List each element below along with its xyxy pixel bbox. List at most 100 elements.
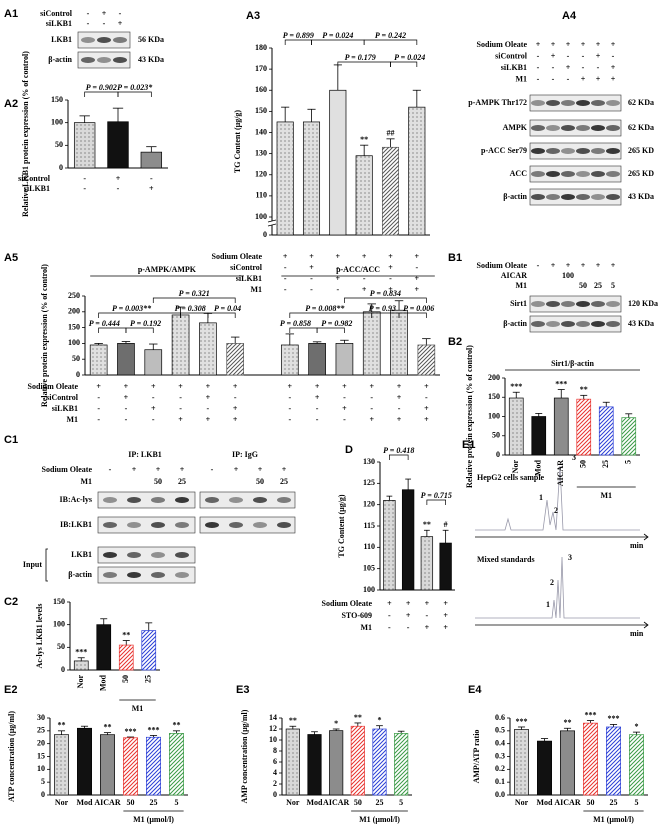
- condition-mark: +: [415, 274, 420, 283]
- bar: [394, 733, 409, 796]
- condition-mark: +: [443, 611, 448, 620]
- condition-mark: +: [388, 252, 393, 261]
- band: [606, 148, 620, 154]
- significance: ***: [148, 725, 160, 734]
- y-tick-label: 50: [492, 431, 500, 440]
- bracket: [398, 312, 427, 318]
- condition-name: siLKB1: [46, 19, 72, 28]
- y-tick-label: 0.3: [495, 751, 505, 760]
- band: [81, 57, 95, 63]
- chart-title: Sirt1/β-actin: [551, 359, 594, 368]
- condition-mark: -: [179, 404, 182, 413]
- x-tick-label: 50: [127, 798, 135, 807]
- p-value: P = 0.006: [403, 304, 434, 313]
- group-label: M1 (μmol/l): [359, 815, 400, 824]
- p-value: P = 0.024: [322, 31, 353, 40]
- y-tick-label: 200: [68, 307, 80, 316]
- p-value: P = 0.858: [280, 319, 311, 328]
- condition-name: M1: [360, 623, 372, 632]
- x-tick-label: Mod: [77, 798, 94, 807]
- band: [591, 100, 605, 106]
- band: [546, 125, 560, 131]
- group-header: p-AMPK/AMPK: [138, 265, 197, 274]
- bracket: [344, 297, 427, 303]
- bracket: [152, 297, 236, 303]
- group-header: p-ACC/ACC: [336, 265, 380, 274]
- condition-mark: +: [551, 51, 556, 60]
- band: [531, 100, 545, 106]
- condition-mark: -: [343, 393, 346, 402]
- condition-mark: -: [125, 415, 128, 424]
- bracket: [390, 61, 418, 67]
- condition-mark: 25: [178, 477, 186, 486]
- condition-mark: +: [369, 415, 374, 424]
- condition-mark: +: [156, 465, 161, 474]
- p-value: P = 0.008**: [305, 304, 345, 313]
- x-tick-label: Mod: [534, 459, 543, 476]
- bar: [54, 734, 69, 796]
- bar: [199, 322, 217, 376]
- bar: [372, 728, 387, 796]
- blot-frame: [97, 491, 196, 509]
- band: [229, 522, 243, 528]
- condition-name: Sodium Oleate: [322, 599, 373, 608]
- condition-name: M1: [80, 477, 92, 486]
- condition-mark: +: [288, 382, 293, 391]
- condition-mark: -: [363, 274, 366, 283]
- y-tick-label: 20: [37, 738, 45, 747]
- bar: [73, 122, 96, 169]
- condition-mark: +: [233, 404, 238, 413]
- x-tick-label: Nor: [76, 675, 85, 689]
- condition-mark: +: [102, 9, 107, 18]
- bar: [140, 151, 163, 169]
- band: [561, 321, 575, 327]
- condition-mark: +: [309, 252, 314, 261]
- bar: [100, 734, 115, 796]
- bar: [107, 121, 129, 169]
- band-name: IB:Ac-lys: [60, 495, 92, 504]
- peak-label: 3: [572, 453, 576, 462]
- p-value: P = 0.93: [369, 304, 396, 313]
- band: [591, 194, 605, 200]
- condition-mark: 100: [562, 271, 574, 280]
- band: [127, 497, 141, 503]
- y-axis-label: TG Content (μg/g): [337, 494, 346, 558]
- condition-mark: -: [388, 611, 391, 620]
- y-axis-label: Relative LKB1 protein expression (% of c…: [21, 51, 30, 217]
- band: [606, 100, 620, 106]
- y-tick-label: 130: [255, 148, 267, 157]
- p-value: P = 0.834: [370, 289, 401, 298]
- band: [531, 194, 545, 200]
- condition-mark: +: [406, 611, 411, 620]
- band: [576, 194, 590, 200]
- condition-mark: +: [596, 261, 601, 270]
- condition-mark: +: [96, 382, 101, 391]
- bar: [144, 349, 163, 376]
- condition-mark: +: [342, 382, 347, 391]
- condition-mark: +: [611, 74, 616, 83]
- y-tick-label: 10: [37, 764, 45, 773]
- condition-name: M1: [515, 74, 527, 83]
- condition-mark: -: [336, 263, 339, 272]
- bar: [583, 722, 598, 796]
- condition-name: M1: [515, 281, 527, 290]
- condition-mark: -: [552, 63, 555, 72]
- y-tick-label: 0.2: [495, 764, 505, 773]
- band-size: 265 KD: [628, 169, 654, 178]
- group-label: M1 (μmol/l): [593, 815, 634, 824]
- band-name: p-AMPK Thr172: [468, 98, 527, 107]
- condition-mark: -: [152, 393, 155, 402]
- x-tick-label: 50: [579, 460, 588, 468]
- group-label: M1: [600, 491, 612, 500]
- panel-label: A1: [4, 8, 18, 20]
- condition-mark: -: [288, 404, 291, 413]
- y-tick-label: 250: [68, 291, 80, 300]
- bar: [169, 733, 184, 796]
- condition-mark: 25: [594, 281, 602, 290]
- p-value: P = 0.321: [179, 289, 210, 298]
- p-value: P = 0.242: [375, 31, 406, 40]
- bar: [307, 734, 322, 796]
- condition-mark: +: [611, 40, 616, 49]
- panel-label: C2: [4, 596, 18, 608]
- trace-line: [475, 465, 640, 531]
